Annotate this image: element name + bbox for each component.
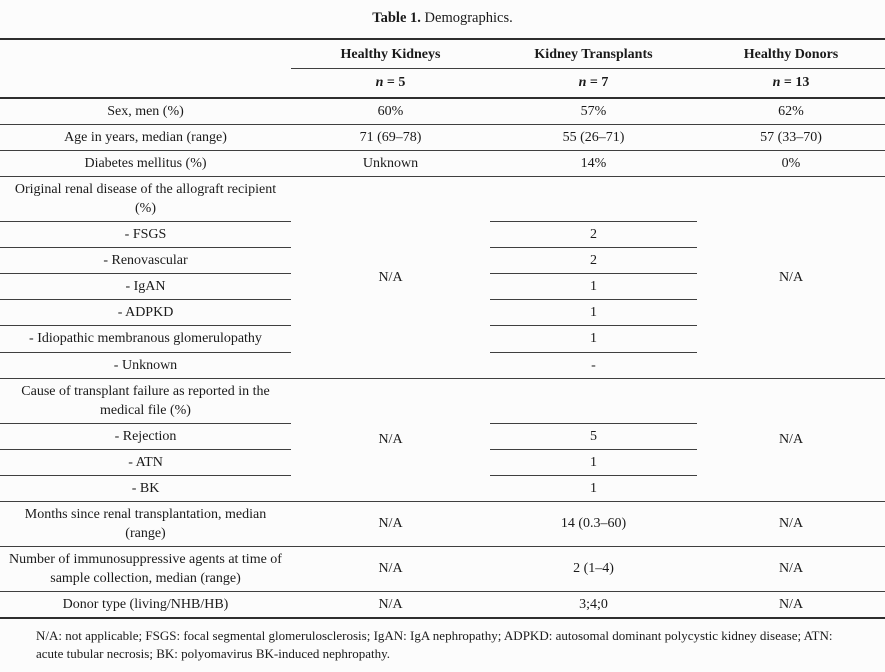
na-cell-healthy-donors: N/A <box>697 378 885 502</box>
subrow-label: - Renovascular <box>0 247 291 275</box>
n-symbol: n <box>772 75 781 91</box>
section-header-renal-disease: Original renal disease of the allograft … <box>0 176 885 379</box>
row-label: Number of immunosuppressive agents at ti… <box>0 546 291 592</box>
na-cell-healthy-kidneys: N/A <box>291 378 490 502</box>
table-row-renovascular: - Renovascular 2 <box>0 247 885 275</box>
column-header-healthy-kidneys: Healthy Kidneys <box>291 39 490 70</box>
n-count-healthy-donors: n = 13 <box>697 68 885 100</box>
na-cell-healthy-kidneys: N/A <box>291 176 490 379</box>
section-header-transplant-failure: Cause of transplant failure as reported … <box>0 378 885 502</box>
n-symbol: n <box>578 75 587 91</box>
table-row-fsgs: - FSGS 2 <box>0 221 885 249</box>
cell-value: 1 <box>490 475 697 502</box>
cell-value: N/A <box>291 546 490 592</box>
header-row: Healthy Kidneys Kidney Transplants Healt… <box>0 39 885 70</box>
cell-value: 2 <box>490 247 697 275</box>
cell-value: 0% <box>697 150 885 178</box>
n-count-row: n = 5 n = 7 n = 13 <box>0 68 885 100</box>
column-header-healthy-donors: Healthy Donors <box>697 39 885 70</box>
cell-value: 1 <box>490 449 697 476</box>
cell-value: 5 <box>490 423 697 450</box>
cell-value: N/A <box>291 501 490 547</box>
table-footnote: N/A: not applicable; FSGS: focal segment… <box>36 627 833 662</box>
column-header-kidney-transplants: Kidney Transplants <box>490 39 697 70</box>
row-label: Donor type (living/NHB/HB) <box>0 591 291 619</box>
table-row-immunosuppressive-agents: Number of immunosuppressive agents at ti… <box>0 546 885 592</box>
cell-value: 2 <box>490 221 697 249</box>
row-label: Sex, men (%) <box>0 98 291 126</box>
subrow-label: - ADPKD <box>0 299 291 327</box>
cell-value: 60% <box>291 98 490 126</box>
cell-value: 14 (0.3–60) <box>490 501 697 547</box>
n-empty-cell <box>0 68 291 100</box>
row-label: Age in years, median (range) <box>0 124 291 152</box>
cell-value: 14% <box>490 150 697 178</box>
cell-value: 3;4;0 <box>490 591 697 619</box>
subrow-label: - Rejection <box>0 423 291 450</box>
section-label: Cause of transplant failure as reported … <box>0 378 291 424</box>
n-count-healthy-kidneys: n = 5 <box>291 68 490 100</box>
subrow-label: - Unknown <box>0 352 291 379</box>
cell-value: 71 (69–78) <box>291 124 490 152</box>
na-cell-healthy-donors: N/A <box>697 176 885 379</box>
cell-value: 57% <box>490 98 697 126</box>
row-label: Diabetes mellitus (%) <box>0 150 291 178</box>
table-row-diabetes: Diabetes mellitus (%) Unknown 14% 0% <box>0 150 885 178</box>
row-label: Months since renal transplantation, medi… <box>0 501 291 547</box>
caption-title: Demographics. <box>424 10 513 26</box>
n-value: = 5 <box>383 75 406 91</box>
cell-value: Unknown <box>291 150 490 178</box>
table-row-adpkd: - ADPKD 1 <box>0 299 885 327</box>
table-caption: Table 1. Demographics. <box>0 0 885 38</box>
cell-value: 2 (1–4) <box>490 546 697 592</box>
subrow-label: - Idiopathic membranous glomerulopathy <box>0 325 291 353</box>
n-symbol: n <box>375 75 384 91</box>
cell-value: 1 <box>490 325 697 353</box>
section-empty-cell <box>490 378 697 424</box>
table-row-unknown-disease: - Unknown - <box>0 352 885 379</box>
subrow-label: - FSGS <box>0 221 291 249</box>
cell-value: 1 <box>490 273 697 301</box>
table-row-bk: - BK 1 <box>0 475 885 502</box>
table-row-rejection: - Rejection 5 <box>0 423 885 450</box>
subrow-label: - ATN <box>0 449 291 476</box>
subrow-label: - IgAN <box>0 273 291 301</box>
caption-label: Table 1. <box>372 10 421 26</box>
cell-value: 57 (33–70) <box>697 124 885 152</box>
cell-value: 1 <box>490 299 697 327</box>
n-value: = 7 <box>586 75 609 91</box>
section-label: Original renal disease of the allograft … <box>0 176 291 223</box>
table-row-idiopathic-membranous: - Idiopathic membranous glomerulopathy 1 <box>0 325 885 353</box>
subrow-label: - BK <box>0 475 291 502</box>
table-row-sex: Sex, men (%) 60% 57% 62% <box>0 98 885 126</box>
section-empty-cell <box>490 176 697 223</box>
cell-value: 55 (26–71) <box>490 124 697 152</box>
table-row-donor-type: Donor type (living/NHB/HB) N/A 3;4;0 N/A <box>0 591 885 619</box>
cell-value: 62% <box>697 98 885 126</box>
table-row-age: Age in years, median (range) 71 (69–78) … <box>0 124 885 152</box>
demographics-table: Healthy Kidneys Kidney Transplants Healt… <box>0 38 885 619</box>
cell-value: N/A <box>291 591 490 619</box>
cell-value: N/A <box>697 591 885 619</box>
table-row-months-since-transplantation: Months since renal transplantation, medi… <box>0 501 885 547</box>
table-row-igan: - IgAN 1 <box>0 273 885 301</box>
table-row-atn: - ATN 1 <box>0 449 885 476</box>
cell-value: N/A <box>697 546 885 592</box>
cell-value: - <box>490 352 697 379</box>
cell-value: N/A <box>697 501 885 547</box>
n-value: = 13 <box>780 75 810 91</box>
n-count-kidney-transplants: n = 7 <box>490 68 697 100</box>
header-empty-cell <box>0 39 291 69</box>
